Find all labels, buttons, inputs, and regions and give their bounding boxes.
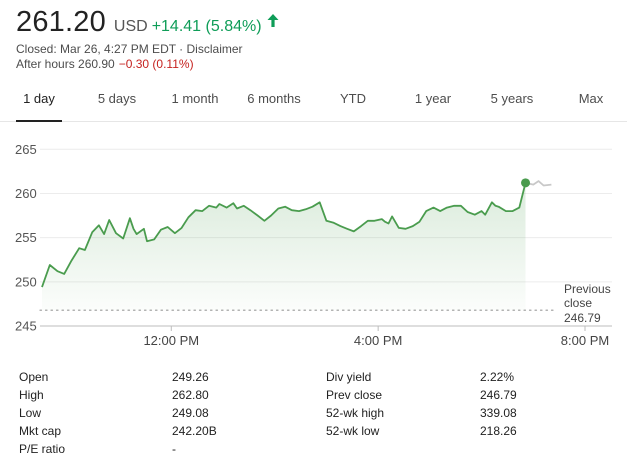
y-tick-label: 260: [15, 186, 37, 201]
stat-low-value: 249.08: [172, 406, 209, 420]
price-change: +14.41 (5.84%): [151, 18, 262, 35]
previous-close-label-line1: Previous: [564, 282, 611, 296]
tab-6-months[interactable]: 6 months: [247, 91, 301, 106]
x-tick-label: 8:00 PM: [561, 333, 609, 348]
range-tabs: 1 day 5 days 1 month 6 months YTD 1 year…: [0, 80, 627, 122]
closed-text: Closed: Mar 26, 4:27 PM EDT ·: [16, 42, 187, 56]
stat-open-label: Open: [19, 370, 49, 384]
y-axis-ticks: 245 250 255 260 265: [15, 142, 37, 334]
y-tick-label: 250: [15, 274, 37, 289]
tab-1-year[interactable]: 1 year: [414, 91, 452, 106]
chart-series: [41, 178, 552, 311]
closed-info: Closed: Mar 26, 4:27 PM EDT · Disclaimer: [16, 42, 243, 56]
stat-high-label: High: [19, 388, 44, 402]
previous-close-value: 246.79: [564, 311, 601, 325]
currency-label: USD: [113, 18, 148, 35]
tab-max[interactable]: Max: [578, 91, 604, 106]
current-price: 261.20: [16, 6, 106, 38]
tab-1-month[interactable]: 1 month: [171, 91, 219, 106]
price-line: [41, 182, 527, 288]
stat-prev-close-value: 246.79: [480, 388, 517, 402]
stat-52wk-low-value: 218.26: [480, 424, 517, 438]
price-chart[interactable]: 245 250 255 260 265 12:00 PM 4:00 PM 8:00 PM P…: [0, 122, 627, 350]
stat-high-value: 262.80: [172, 388, 209, 402]
stat-low-label: Low: [19, 406, 42, 420]
previous-close-label: Previous close 246.79: [564, 282, 611, 325]
tab-5-days[interactable]: 5 days: [97, 91, 137, 106]
after-hours-line: [525, 180, 552, 187]
price-header: 261.20 USD +14.41 (5.84%): [16, 6, 279, 42]
stat-pe-ratio-value: -: [172, 442, 176, 456]
price-area-fill: [42, 182, 526, 311]
stat-52wk-high-label: 52-wk high: [326, 406, 385, 420]
stat-mkt-cap-value: 242.20B: [172, 424, 217, 438]
stat-open-value: 249.26: [172, 370, 209, 384]
y-tick-label: 265: [15, 142, 37, 157]
y-tick-label: 255: [15, 230, 37, 245]
stat-prev-close-label: Prev close: [326, 388, 383, 402]
disclaimer-link[interactable]: Disclaimer: [186, 42, 243, 56]
x-axis-ticks: 12:00 PM 4:00 PM 8:00 PM: [143, 326, 609, 348]
after-hours-change: −0.30 (0.11%): [118, 57, 194, 71]
previous-close-label-line2: close: [564, 296, 592, 310]
stat-pe-ratio-label: P/E ratio: [19, 442, 66, 456]
stat-52wk-low-label: 52-wk low: [326, 424, 380, 438]
tab-ytd[interactable]: YTD: [340, 91, 366, 106]
stat-52wk-high-value: 339.08: [480, 406, 517, 420]
x-tick-label: 12:00 PM: [143, 333, 199, 348]
current-price-point: [521, 178, 531, 188]
stat-div-yield-value: 2.22%: [480, 370, 515, 384]
x-tick-label: 4:00 PM: [354, 333, 402, 348]
y-tick-label: 245: [15, 319, 37, 334]
arrow-up-icon: [267, 14, 279, 32]
tab-1-day[interactable]: 1 day: [16, 80, 62, 122]
stat-div-yield-label: Div yield: [326, 370, 372, 384]
stat-mkt-cap-label: Mkt cap: [19, 424, 62, 438]
after-hours-info: After hours 260.90 −0.30 (0.11%): [16, 57, 194, 71]
after-hours-price: After hours 260.90: [16, 57, 115, 71]
tab-5-years[interactable]: 5 years: [490, 91, 534, 106]
